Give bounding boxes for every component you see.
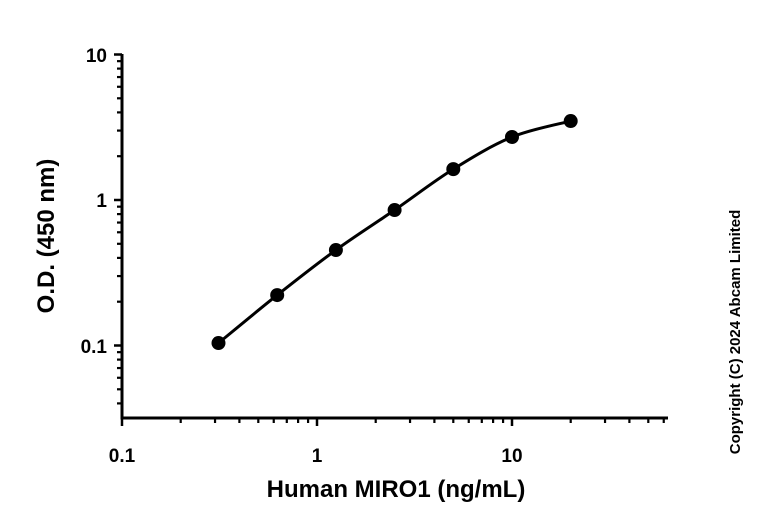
data-point [446,162,461,177]
data-point [505,130,519,145]
data-point [387,203,402,218]
x-tick-labels: 0.1 1 10 [109,446,523,467]
y-tick-label: 10 [86,46,107,67]
x-tick-label: 10 [501,446,522,467]
data-point [211,336,226,351]
x-tick-label: 0.1 [109,446,136,467]
data-points [211,114,578,351]
x-tick-label: 1 [312,446,323,467]
x-axis [120,416,668,426]
x-axis-title: Human MIRO1 (ng/mL) [267,476,526,503]
y-axis-title: O.D. (450 nm) [33,159,60,314]
fit-curve [217,119,572,345]
y-tick-label: 1 [96,191,107,212]
y-tick-label: 0.1 [81,337,108,358]
data-point [270,288,285,303]
copyright-notice: Copyright (C) 2024 Abcam Limited [727,210,744,454]
data-point [328,243,343,258]
y-axis [114,53,124,420]
data-point [563,114,578,129]
y-tick-labels: 10 1 0.1 [81,46,108,358]
